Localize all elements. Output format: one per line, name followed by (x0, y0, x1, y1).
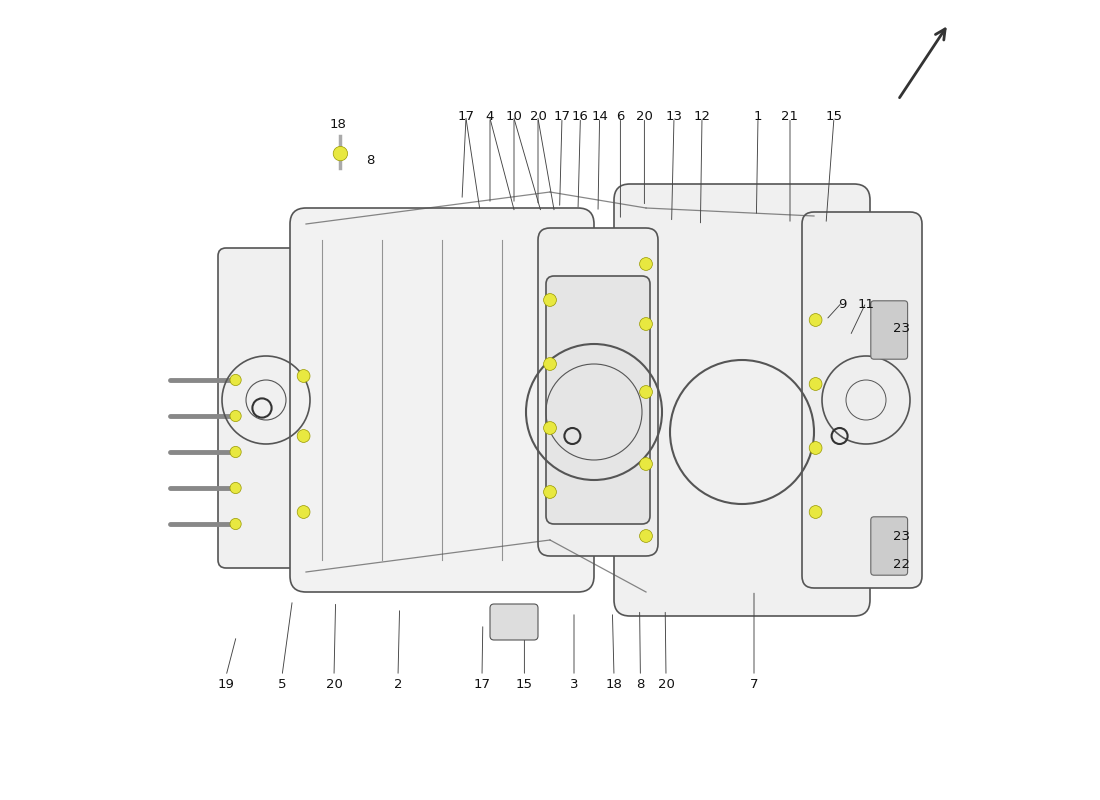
Circle shape (230, 518, 241, 530)
Text: 20: 20 (658, 678, 674, 690)
Text: 15: 15 (825, 110, 843, 122)
Circle shape (297, 370, 310, 382)
Circle shape (543, 486, 557, 498)
Circle shape (639, 258, 652, 270)
Text: 20: 20 (326, 678, 342, 690)
Text: 20: 20 (636, 110, 652, 122)
Text: 17: 17 (458, 110, 474, 122)
Text: 15: 15 (516, 678, 532, 690)
Text: 10: 10 (506, 110, 522, 122)
Text: 23: 23 (893, 530, 911, 542)
Text: 22: 22 (893, 558, 911, 570)
Text: 18: 18 (330, 118, 346, 130)
FancyBboxPatch shape (614, 184, 870, 616)
Text: eurospares: eurospares (229, 324, 680, 508)
Circle shape (230, 482, 241, 494)
Circle shape (810, 378, 822, 390)
Text: 11: 11 (858, 298, 874, 310)
FancyBboxPatch shape (490, 604, 538, 640)
Circle shape (543, 422, 557, 434)
Circle shape (810, 442, 822, 454)
Circle shape (639, 318, 652, 330)
Text: 2: 2 (394, 678, 403, 690)
Text: 18: 18 (606, 678, 623, 690)
Text: 6: 6 (616, 110, 625, 122)
Circle shape (333, 146, 348, 161)
Text: 3: 3 (570, 678, 579, 690)
Text: 20: 20 (529, 110, 547, 122)
Circle shape (810, 506, 822, 518)
Text: 8: 8 (366, 154, 374, 166)
Circle shape (543, 294, 557, 306)
Text: 23: 23 (893, 322, 911, 334)
Text: 4: 4 (486, 110, 494, 122)
Text: 8: 8 (636, 678, 645, 690)
Text: 13: 13 (666, 110, 682, 122)
Text: 7: 7 (750, 678, 758, 690)
FancyBboxPatch shape (802, 212, 922, 588)
Text: 21: 21 (781, 110, 799, 122)
Circle shape (810, 314, 822, 326)
Circle shape (639, 530, 652, 542)
Circle shape (543, 358, 557, 370)
Circle shape (297, 506, 310, 518)
FancyBboxPatch shape (871, 301, 908, 359)
Text: a passion for parts since 1985: a passion for parts since 1985 (373, 465, 662, 559)
Circle shape (639, 386, 652, 398)
Text: 19: 19 (218, 678, 234, 690)
Text: 16: 16 (572, 110, 588, 122)
Text: 17: 17 (473, 678, 491, 690)
Circle shape (297, 430, 310, 442)
FancyBboxPatch shape (546, 276, 650, 524)
FancyBboxPatch shape (290, 208, 594, 592)
Text: 9: 9 (838, 298, 846, 310)
Text: 17: 17 (553, 110, 571, 122)
FancyBboxPatch shape (218, 248, 330, 568)
Text: 12: 12 (693, 110, 711, 122)
Circle shape (230, 410, 241, 422)
Circle shape (230, 374, 241, 386)
Text: 14: 14 (591, 110, 608, 122)
Text: 1: 1 (754, 110, 762, 122)
Circle shape (230, 446, 241, 458)
Circle shape (639, 458, 652, 470)
Text: 5: 5 (277, 678, 286, 690)
FancyBboxPatch shape (538, 228, 658, 556)
FancyBboxPatch shape (871, 517, 908, 575)
